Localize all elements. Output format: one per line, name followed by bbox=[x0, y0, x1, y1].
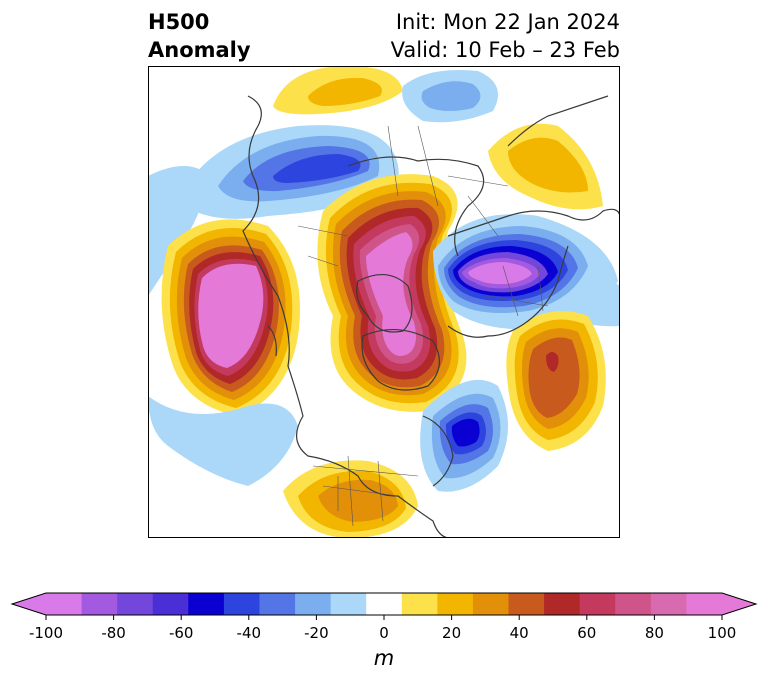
title-field: Anomaly bbox=[148, 38, 251, 62]
colorbar-tick-label: -100 bbox=[28, 624, 64, 642]
colorbar-segment bbox=[401, 593, 438, 615]
colorbar-segment bbox=[81, 593, 118, 615]
colorbar-segment bbox=[46, 593, 83, 615]
anomaly-high-europe bbox=[506, 311, 606, 451]
colorbar-tick-label: 60 bbox=[577, 624, 597, 642]
colorbar-segment bbox=[152, 593, 189, 615]
anomaly-high-pacific bbox=[161, 219, 300, 416]
colorbar-segment bbox=[615, 593, 652, 615]
colorbar-segment bbox=[437, 593, 474, 615]
colorbar-segment bbox=[650, 593, 687, 615]
anomaly-map bbox=[148, 66, 620, 538]
title-variable: H500 bbox=[148, 10, 210, 34]
colorbar-tick-label: 40 bbox=[509, 624, 529, 642]
colorbar-tick-label: 100 bbox=[707, 624, 737, 642]
colorbar-extend-low bbox=[12, 593, 46, 615]
title-right: Init: Mon 22 Jan 2024 Valid: 10 Feb – 23… bbox=[391, 8, 620, 64]
init-date: Init: Mon 22 Jan 2024 bbox=[395, 10, 620, 34]
anomaly-high-southeast-us bbox=[283, 460, 418, 538]
colorbar-segment bbox=[508, 593, 545, 615]
colorbar-segment bbox=[686, 593, 723, 615]
colorbar-tick-label: 80 bbox=[644, 624, 664, 642]
colorbar-tick-label: -40 bbox=[236, 624, 262, 642]
colorbar-segment bbox=[366, 593, 403, 615]
colorbar-segment bbox=[259, 593, 296, 615]
colorbar-unit-label: m bbox=[373, 646, 395, 670]
colorbar-extend-high bbox=[722, 593, 756, 615]
anomaly-low-atlantic bbox=[420, 379, 508, 492]
anomaly-low-west bbox=[148, 396, 298, 486]
colorbar-segment bbox=[579, 593, 616, 615]
colorbar-segment bbox=[117, 593, 154, 615]
colorbar-tick-label: 20 bbox=[442, 624, 462, 642]
colorbar-segment bbox=[295, 593, 332, 615]
colorbar-segment bbox=[472, 593, 510, 615]
coastlines bbox=[242, 95, 620, 538]
borders bbox=[297, 125, 549, 527]
anomaly-positive-east bbox=[488, 123, 603, 210]
map-frame bbox=[148, 66, 620, 538]
colorbar bbox=[10, 592, 758, 620]
anomaly-positive-top bbox=[273, 66, 403, 115]
anomaly-negative-top-core bbox=[421, 81, 481, 111]
valid-period: Valid: 10 Feb – 23 Feb bbox=[390, 38, 620, 62]
colorbar-segment bbox=[188, 593, 225, 615]
colorbar-tick-label: -80 bbox=[101, 624, 126, 642]
anomaly-negative-left bbox=[148, 166, 210, 296]
title-left: H500 Anomaly bbox=[148, 8, 251, 64]
colorbar-segment bbox=[223, 593, 260, 615]
colorbar-segment bbox=[544, 593, 581, 615]
colorbar-tick-label: -20 bbox=[304, 624, 329, 642]
colorbar-segment bbox=[330, 593, 367, 615]
colorbar-tick-label: 0 bbox=[379, 624, 389, 642]
colorbar-tick-label: -60 bbox=[168, 624, 194, 642]
